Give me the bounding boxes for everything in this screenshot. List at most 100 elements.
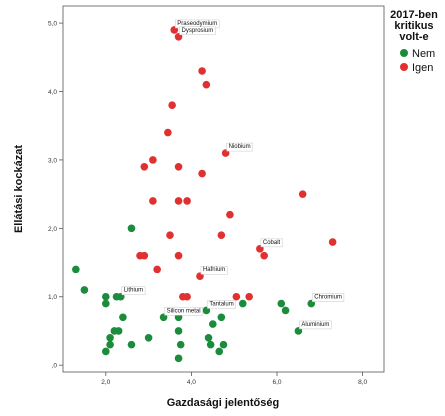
legend-title-line: 2017-ben (390, 9, 438, 21)
noncritical-point (102, 299, 110, 308)
legend-label: Nem (412, 48, 435, 60)
noncritical-point (215, 347, 224, 356)
point-label-group: Niobium (226, 142, 253, 152)
point-label-group: Chromium (311, 293, 345, 302)
point-label-box (226, 142, 253, 152)
x-axis-title: Gazdasági jelentőség (167, 397, 279, 409)
critical-point (140, 162, 149, 171)
point-label-box (260, 238, 283, 248)
critical-point (260, 251, 268, 260)
noncritical-point (277, 299, 286, 308)
x-tick-label: 2,0 (101, 379, 110, 386)
critical-point (174, 197, 183, 205)
y-axis-title: Ellátási kockázat (13, 145, 25, 233)
y-tick-label: ,0 (52, 363, 58, 370)
plot-frame (62, 5, 385, 373)
point-label-group: Cobalt (260, 238, 283, 248)
noncritical-point (174, 327, 183, 335)
noncritical-point (204, 333, 213, 342)
x-tick-label: 8,0 (358, 379, 367, 386)
critical-point (232, 292, 241, 301)
point-label: Niobium (229, 144, 251, 150)
critical-point (166, 231, 174, 239)
noncritical-point (127, 340, 136, 349)
legend-marker (400, 63, 408, 71)
point-label: Silicon metal (167, 308, 201, 314)
point-label: Dysprosium (182, 28, 214, 34)
critical-point (183, 197, 191, 205)
noncritical-point (217, 313, 226, 322)
axis-ticks: 2,0 4,0 6,0 8,0 ,0 1,0 2,0 3,0 4,0 5,0 (48, 21, 368, 386)
point-label-box (311, 293, 345, 302)
point-label-group: Silicon metal (164, 307, 203, 316)
noncritical-point (80, 286, 89, 294)
point-label-group: Lithium (121, 286, 146, 295)
critical-point (298, 190, 307, 198)
noncritical-point (176, 340, 185, 349)
noncritical-point (174, 354, 183, 363)
critical-point (174, 162, 183, 171)
point-label: Hafnium (203, 267, 225, 273)
y-tick-label: 4,0 (48, 89, 57, 96)
critical-point (202, 80, 211, 89)
data-points (72, 26, 337, 363)
noncritical-point (72, 265, 80, 274)
critical-point (226, 210, 234, 219)
noncritical-point (102, 347, 110, 356)
noncritical-point (219, 340, 228, 349)
point-label-box (200, 265, 228, 275)
critical-point (149, 197, 157, 205)
point-label-group: Tantalum (207, 300, 236, 309)
point-label-box (179, 26, 216, 36)
point-label-box (207, 300, 236, 309)
y-tick-label: 5,0 (48, 21, 57, 28)
point-label: Cobalt (263, 240, 281, 246)
point-label: Aluminium (301, 322, 329, 328)
y-tick-label: 2,0 (48, 226, 57, 233)
point-label-group: Aluminium (299, 320, 332, 330)
critical-point (217, 231, 226, 239)
critical-point (149, 156, 157, 164)
noncritical-point (119, 313, 127, 322)
point-label-box (121, 286, 146, 295)
point-label: Praseodymium (177, 21, 217, 27)
noncritical-point (209, 320, 217, 328)
y-tick-label: 1,0 (48, 294, 57, 301)
point-label-box (299, 320, 332, 330)
critical-point (183, 292, 191, 301)
critical-point (245, 292, 253, 301)
noncritical-point (238, 299, 247, 308)
noncritical-point (106, 333, 114, 342)
point-label: Lithium (124, 288, 143, 294)
critical-point (164, 128, 172, 137)
x-tick-label: 4,0 (187, 379, 196, 386)
noncritical-point (102, 292, 110, 301)
noncritical-point (127, 224, 136, 233)
legend-label: Igen (412, 62, 433, 74)
critical-point (198, 67, 206, 75)
y-tick-label: 3,0 (48, 157, 57, 164)
point-label-box (164, 307, 203, 316)
critical-point (140, 251, 149, 260)
point-label: Tantalum (209, 301, 233, 307)
noncritical-point (106, 340, 114, 349)
legend-title-line: kritikus (394, 20, 433, 32)
legend-marker (400, 49, 408, 57)
point-label: Chromium (314, 295, 342, 301)
critical-point (153, 265, 161, 274)
critical-point (168, 101, 176, 109)
noncritical-point (144, 333, 153, 342)
point-label-group: Dysprosium (179, 26, 216, 36)
x-tick-label: 6,0 (272, 379, 281, 386)
point-label-group: Hafnium (200, 265, 228, 275)
critical-point (328, 238, 337, 246)
noncritical-point (206, 340, 215, 349)
noncritical-point (114, 327, 123, 335)
legend-title-line: volt-e (399, 31, 428, 43)
noncritical-point (281, 306, 290, 315)
critical-point (174, 251, 183, 260)
